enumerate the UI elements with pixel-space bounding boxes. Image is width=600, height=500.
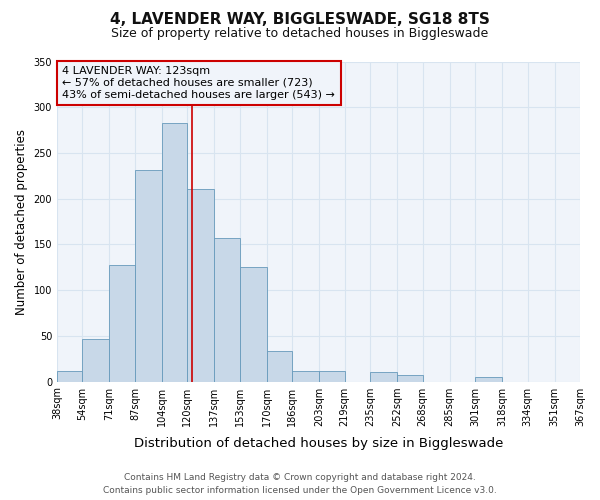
Text: Contains HM Land Registry data © Crown copyright and database right 2024.
Contai: Contains HM Land Registry data © Crown c… <box>103 474 497 495</box>
Bar <box>370 372 397 382</box>
Y-axis label: Number of detached properties: Number of detached properties <box>15 128 28 314</box>
Bar <box>397 375 422 382</box>
Bar <box>319 370 345 382</box>
Bar <box>475 377 502 382</box>
Bar <box>109 266 135 382</box>
Bar <box>240 267 267 382</box>
Bar <box>82 338 109 382</box>
Bar <box>187 188 214 382</box>
Text: Size of property relative to detached houses in Biggleswade: Size of property relative to detached ho… <box>112 28 488 40</box>
Bar <box>162 123 187 382</box>
Text: 4, LAVENDER WAY, BIGGLESWADE, SG18 8TS: 4, LAVENDER WAY, BIGGLESWADE, SG18 8TS <box>110 12 490 28</box>
Bar <box>214 238 240 382</box>
Bar <box>292 370 319 382</box>
Text: 4 LAVENDER WAY: 123sqm
← 57% of detached houses are smaller (723)
43% of semi-de: 4 LAVENDER WAY: 123sqm ← 57% of detached… <box>62 66 335 100</box>
Bar <box>267 352 292 382</box>
Bar <box>135 170 162 382</box>
X-axis label: Distribution of detached houses by size in Biggleswade: Distribution of detached houses by size … <box>134 437 503 450</box>
Bar <box>57 370 82 382</box>
